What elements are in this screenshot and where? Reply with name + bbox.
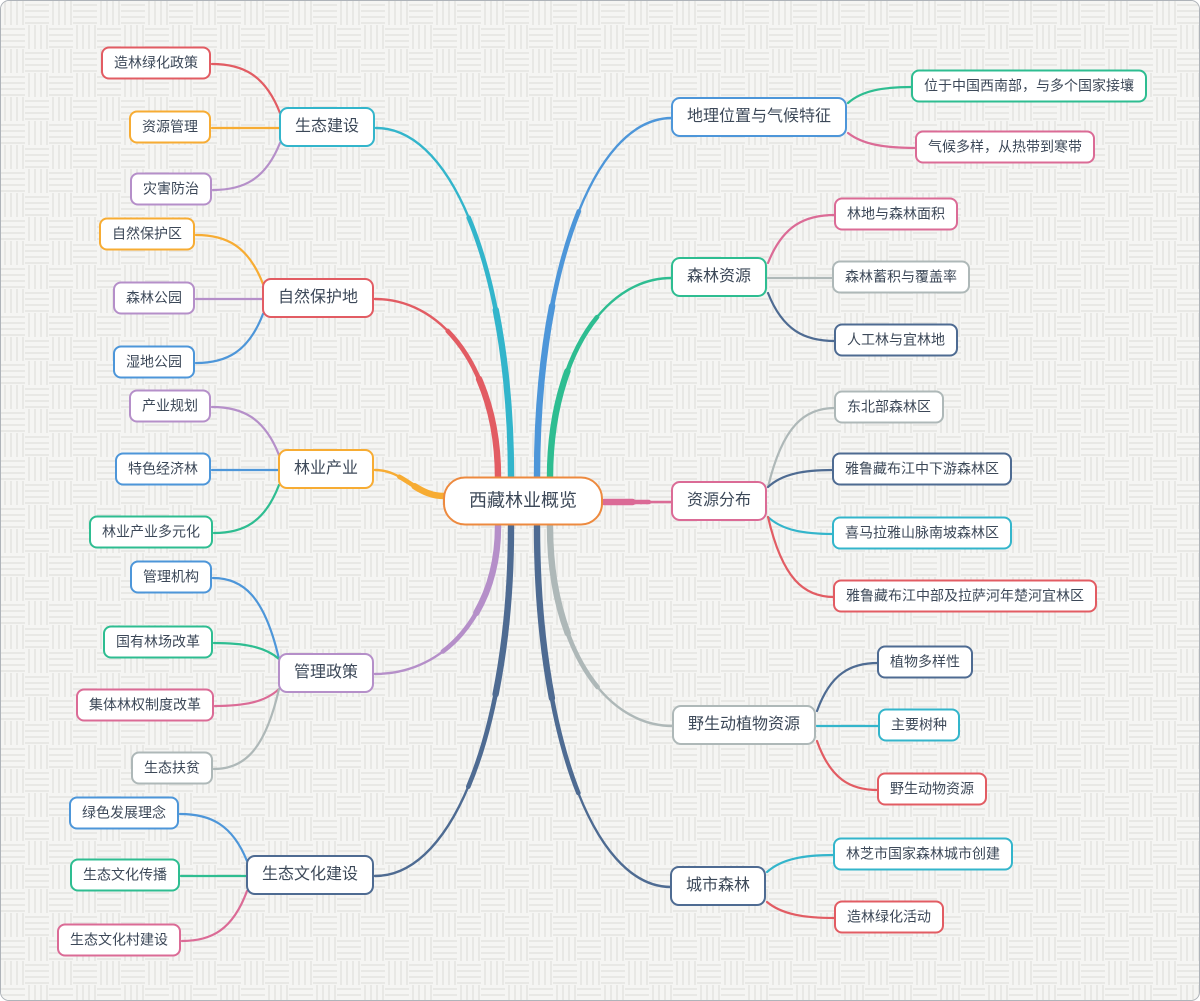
edge-management-policy <box>372 524 501 677</box>
node-industry-diversification[interactable]: 林业产业多元化 <box>89 515 213 549</box>
edge-nature-reserves <box>371 295 502 481</box>
edge-forestry-industry <box>371 466 448 500</box>
edge-collective-forest-reform <box>213 687 281 708</box>
node-climate-variety[interactable]: 气候多样，从热带到寒带 <box>915 130 1095 164</box>
edge-nature-reserves <box>373 297 500 479</box>
edge-forest-resources <box>547 275 675 480</box>
edge-forest-resources <box>546 274 676 481</box>
edge-eco-culture <box>373 525 513 878</box>
node-yarlung-mid-lower[interactable]: 雅鲁藏布江中下游森林区 <box>832 452 1012 486</box>
edge-geo-climate <box>535 116 674 479</box>
edge-greening-activities <box>765 900 837 920</box>
edge-northeast-forest <box>766 406 837 489</box>
edge-eco-culture-village <box>180 889 249 943</box>
node-wildlife-resources[interactable]: 野生动植物资源 <box>671 705 817 745</box>
edge-forestry-industry <box>372 467 447 499</box>
edge-afforestation-policy <box>210 62 282 115</box>
edge-industry-diversification <box>212 483 281 535</box>
edge-plant-diversity <box>815 661 880 713</box>
node-eco-poverty-alleviation[interactable]: 生态扶贫 <box>131 751 213 785</box>
node-industry-planning[interactable]: 产业规划 <box>129 389 211 423</box>
node-plantation-land[interactable]: 人工林与宜林地 <box>834 323 958 357</box>
edge-wetland-park <box>194 312 265 365</box>
node-state-forest-reform[interactable]: 国有林场改革 <box>103 625 213 659</box>
edge-yarlung-lhasa-nianchu <box>766 515 836 599</box>
edge-forest-resources <box>548 276 674 479</box>
edge-wildlife-resources <box>548 525 675 728</box>
node-management-policy[interactable]: 管理政策 <box>277 653 375 693</box>
edge-management-policy <box>371 523 502 678</box>
edge-eco-poverty-alleviation <box>212 687 281 771</box>
node-northeast-forest[interactable]: 东北部森林区 <box>834 390 944 424</box>
node-eco-culture-village[interactable]: 生态文化村建设 <box>57 923 181 957</box>
edge-wildlife-resources <box>546 523 677 730</box>
node-urban-forest[interactable]: 城市森林 <box>669 866 767 906</box>
node-collective-forest-reform[interactable]: 集体林权制度改革 <box>76 688 214 722</box>
edge-wildlife-resources <box>547 524 676 729</box>
edge-industry-planning <box>210 405 281 457</box>
node-nature-reserve[interactable]: 自然保护区 <box>99 217 195 251</box>
edge-state-forest-reform <box>212 641 281 661</box>
edge-eco-construction <box>373 125 514 480</box>
edge-management-org <box>211 576 281 661</box>
node-eco-culture-spread[interactable]: 生态文化传播 <box>70 858 180 892</box>
edge-urban-forest <box>533 523 675 891</box>
edge-nature-reserve <box>194 233 265 286</box>
edge-eco-construction <box>372 124 515 481</box>
node-afforestation-policy[interactable]: 造林绿化政策 <box>101 46 211 80</box>
node-nature-reserves[interactable]: 自然保护地 <box>261 278 375 318</box>
node-location[interactable]: 位于中国西南部，与多个国家接壤 <box>911 69 1147 103</box>
node-wild-animals[interactable]: 野生动物资源 <box>877 772 987 806</box>
edge-plantation-land <box>766 291 837 343</box>
node-forest-area[interactable]: 林地与森林面积 <box>834 197 958 231</box>
edge-himalaya-south <box>766 515 835 536</box>
node-resource-management[interactable]: 资源管理 <box>129 110 211 144</box>
node-plant-diversity[interactable]: 植物多样性 <box>877 645 973 679</box>
node-wetland-park[interactable]: 湿地公园 <box>113 345 195 379</box>
edge-forestry-industry <box>373 468 446 498</box>
node-eco-construction[interactable]: 生态建设 <box>278 107 376 147</box>
edge-management-policy <box>373 525 500 676</box>
node-eco-culture[interactable]: 生态文化建设 <box>245 855 375 895</box>
edge-location <box>846 85 914 105</box>
edge-wild-animals <box>815 739 880 792</box>
edge-linzhi-forest-city <box>765 853 836 874</box>
node-greening-activities[interactable]: 造林绿化活动 <box>834 900 944 934</box>
edge-geo-climate <box>534 115 675 480</box>
edge-urban-forest <box>535 525 673 889</box>
edge-green-development <box>178 812 249 863</box>
node-yarlung-lhasa-nianchu[interactable]: 雅鲁藏布江中部及拉萨河年楚河宜林区 <box>833 579 1097 613</box>
central-topic-node[interactable]: 西藏林业概览 <box>443 476 603 526</box>
node-disaster-prevention[interactable]: 灾害防治 <box>130 172 212 206</box>
node-special-economic-forest[interactable]: 特色经济林 <box>115 452 211 486</box>
edge-climate-variety <box>846 131 918 150</box>
node-forest-park[interactable]: 森林公园 <box>113 281 195 315</box>
node-main-tree-species[interactable]: 主要树种 <box>878 708 960 742</box>
node-green-development[interactable]: 绿色发展理念 <box>69 796 179 830</box>
node-linzhi-forest-city[interactable]: 林芝市国家森林城市创建 <box>833 837 1013 871</box>
edge-eco-culture <box>372 524 514 879</box>
node-forest-stock[interactable]: 森林蓄积与覆盖率 <box>832 260 970 294</box>
node-geo-climate[interactable]: 地理位置与气候特征 <box>670 97 848 137</box>
edge-urban-forest <box>534 524 674 890</box>
edge-forest-area <box>766 213 837 265</box>
edge-nature-reserves <box>372 296 501 480</box>
edge-yarlung-mid-lower <box>766 468 835 489</box>
edge-eco-construction <box>374 126 513 479</box>
node-forestry-industry[interactable]: 林业产业 <box>277 449 375 489</box>
edge-geo-climate <box>533 114 676 481</box>
edge-eco-culture <box>371 523 515 880</box>
node-forest-resources[interactable]: 森林资源 <box>670 257 768 297</box>
node-himalaya-south[interactable]: 喜马拉雅山脉南坡森林区 <box>832 516 1012 550</box>
edge-disaster-prevention <box>211 141 282 192</box>
node-resource-distribution[interactable]: 资源分布 <box>670 481 768 521</box>
node-management-org[interactable]: 管理机构 <box>130 560 212 594</box>
